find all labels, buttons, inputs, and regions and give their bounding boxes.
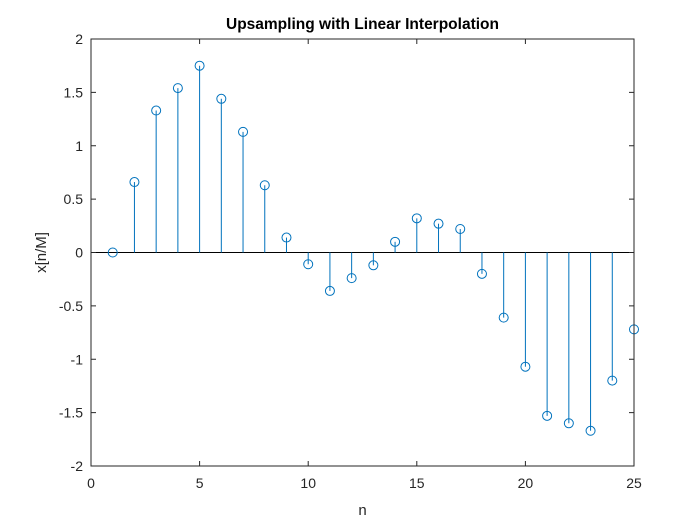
y-tick-label: -1	[71, 351, 84, 367]
stem-marker	[433, 218, 444, 229]
stem-marker	[194, 60, 205, 71]
chart-title: Upsampling with Linear Interpolation	[226, 16, 499, 33]
stem-marker	[411, 213, 422, 224]
stem-marker	[455, 224, 466, 235]
x-tick-label: 25	[626, 475, 642, 491]
y-tick-label: 0.5	[64, 191, 84, 207]
x-tick-label: 5	[196, 475, 204, 491]
stem-marker	[563, 418, 574, 429]
stem-marker	[390, 236, 401, 247]
stem-marker	[151, 105, 162, 116]
stem-marker	[238, 126, 249, 137]
stem-marker	[368, 260, 379, 271]
stem-marker	[172, 83, 183, 94]
stem-marker	[303, 259, 314, 270]
stem-marker	[129, 177, 140, 188]
stem-marker	[324, 285, 335, 296]
y-tick-label: -0.5	[59, 298, 83, 314]
stem-marker	[585, 425, 596, 436]
axis-ticks: 0 5 10 15 20 25 2 1.5 1 0.5 0 -0.5 -1 -1.5 -2	[59, 31, 642, 491]
stem-marker	[107, 247, 118, 258]
x-tick-label: 15	[409, 475, 425, 491]
x-axis-label: n	[358, 502, 366, 519]
stem-marker	[259, 180, 270, 191]
stem-marker	[542, 410, 553, 421]
x-tick-label: 0	[87, 475, 95, 491]
stem-marker	[476, 268, 487, 279]
stem-marker	[281, 232, 292, 243]
plot-frame	[90, 38, 635, 467]
y-tick-label: -1.5	[59, 405, 83, 421]
stem-marker	[498, 312, 509, 323]
y-tick-label: 0	[75, 245, 83, 261]
stem-marker	[216, 93, 227, 104]
y-axis-label: x[n/M]	[33, 232, 50, 273]
stem-marker	[346, 273, 357, 284]
x-tick-label: 20	[518, 475, 534, 491]
y-tick-label: 1	[75, 138, 83, 154]
stem-marker	[520, 361, 531, 372]
stem-marker	[607, 375, 618, 386]
y-tick-label: 1.5	[64, 84, 84, 100]
y-tick-label: 2	[75, 31, 83, 47]
y-tick-label: -2	[71, 458, 84, 474]
stem-series	[91, 60, 639, 436]
x-tick-label: 10	[300, 475, 316, 491]
